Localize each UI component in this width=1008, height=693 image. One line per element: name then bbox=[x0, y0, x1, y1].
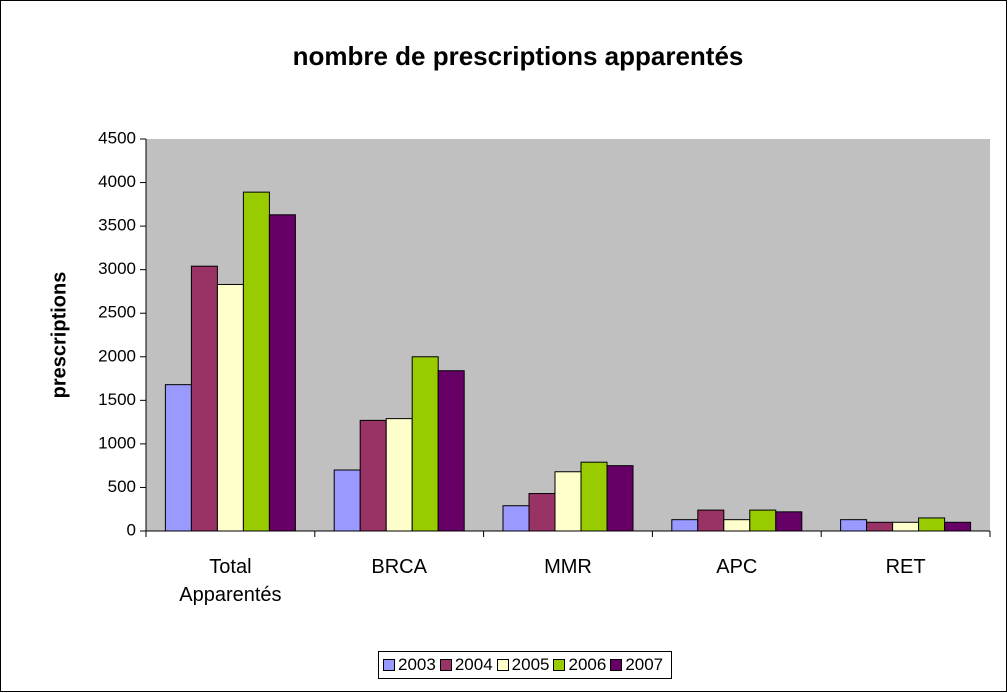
bar bbox=[918, 517, 946, 532]
y-axis-label: prescriptions bbox=[48, 272, 70, 399]
legend-swatch bbox=[610, 659, 623, 671]
x-tick-label: BRCA bbox=[371, 556, 427, 578]
bar bbox=[437, 370, 465, 532]
x-tick-label: APC bbox=[716, 556, 758, 578]
bar bbox=[749, 509, 777, 532]
bar bbox=[840, 519, 868, 532]
y-tick-label: 500 bbox=[108, 477, 136, 496]
x-tick-label: MMR bbox=[544, 556, 592, 578]
legend-item: 2004 bbox=[439, 655, 493, 675]
y-tick-label: 4500 bbox=[98, 128, 136, 147]
y-tick-label: 4000 bbox=[98, 172, 136, 191]
bar bbox=[944, 521, 972, 532]
bar bbox=[411, 356, 439, 532]
chart-title: nombre de prescriptions apparentés bbox=[293, 41, 744, 71]
legend-label: 2007 bbox=[625, 655, 664, 674]
y-tick-label: 0 bbox=[127, 520, 136, 539]
bar bbox=[268, 214, 296, 532]
x-tick-label: Total Apparentés bbox=[179, 556, 282, 606]
legend-swatch bbox=[496, 659, 509, 671]
legend-swatch bbox=[383, 659, 395, 671]
legend-label: 2003 bbox=[398, 655, 436, 674]
bar bbox=[359, 419, 387, 532]
legend-swatch bbox=[439, 659, 452, 671]
bar bbox=[554, 471, 582, 532]
bar bbox=[502, 505, 530, 532]
legend: 2003 2004 2005 2006 2007 bbox=[378, 651, 673, 679]
bar bbox=[723, 519, 751, 532]
legend-item: 2006 bbox=[553, 655, 606, 675]
y-tick-label: 1500 bbox=[98, 390, 136, 409]
legend-item: 2005 bbox=[496, 655, 550, 675]
bar bbox=[671, 519, 699, 532]
bar bbox=[385, 418, 413, 532]
legend-label: 2006 bbox=[568, 655, 607, 674]
legend-label: 2004 bbox=[454, 655, 493, 674]
y-tick-label: 2500 bbox=[98, 303, 136, 322]
y-tick-label: 1000 bbox=[98, 433, 136, 452]
legend-item: 2007 bbox=[610, 655, 663, 675]
bar bbox=[333, 469, 361, 532]
bar bbox=[164, 384, 192, 532]
bar bbox=[697, 509, 725, 532]
legend-label: 2005 bbox=[511, 655, 550, 674]
legend-swatch bbox=[553, 659, 566, 671]
bar bbox=[775, 511, 803, 532]
bar bbox=[190, 265, 218, 532]
bar bbox=[866, 521, 894, 532]
y-tick-label: 2000 bbox=[98, 346, 136, 365]
x-tick-label: RET bbox=[885, 556, 926, 578]
bar bbox=[242, 191, 270, 532]
bar bbox=[216, 283, 244, 532]
y-tick-label: 3000 bbox=[98, 259, 136, 278]
bar bbox=[892, 521, 920, 532]
legend-item: 2003 bbox=[383, 655, 436, 675]
bar bbox=[606, 465, 634, 532]
bar bbox=[528, 493, 556, 532]
bar bbox=[580, 461, 608, 532]
y-tick-label: 3500 bbox=[98, 216, 136, 235]
